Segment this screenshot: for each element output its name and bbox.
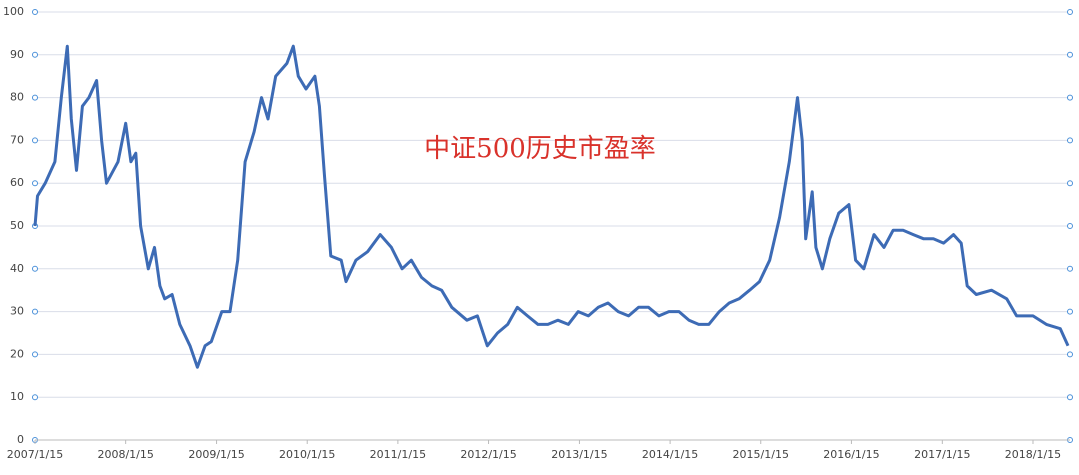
y-tick-label: 50 <box>10 219 24 232</box>
y-tick-label: 90 <box>10 48 24 61</box>
y-tick-label: 60 <box>10 176 24 189</box>
y-tick-handle <box>1067 394 1073 401</box>
annotation: 中证500历史市盈率 <box>424 134 656 164</box>
x-tick-label: 2015/1/15 <box>733 448 789 461</box>
y-tick-handle <box>1067 223 1073 229</box>
y-tick-label: 100 <box>3 5 24 18</box>
x-tick-label: 2009/1/15 <box>188 448 244 461</box>
y-tick-handle <box>1067 265 1073 272</box>
x-tick-label: 2008/1/15 <box>97 448 153 461</box>
y-tick-handle <box>32 137 38 144</box>
x-tick-label: 2010/1/15 <box>279 448 335 461</box>
y-tick-handle <box>32 394 38 401</box>
y-tick-handle <box>32 180 38 187</box>
y-tick-handle <box>1067 180 1073 187</box>
y-tick-label: 10 <box>10 390 24 403</box>
y-tick-label: 0 <box>17 433 24 446</box>
x-tick-label: 2007/1/15 <box>7 448 63 461</box>
x-tick-label: 2013/1/15 <box>551 448 607 461</box>
x-tick-label: 2014/1/15 <box>642 448 698 461</box>
y-tick-label: 70 <box>10 133 24 146</box>
y-tick-label: 20 <box>10 347 24 360</box>
x-tick-label: 2018/1/15 <box>1005 448 1061 461</box>
y-tick-label: 30 <box>10 305 24 318</box>
y-tick-handle <box>1067 94 1073 101</box>
y-tick-handle <box>1067 137 1073 144</box>
y-tick-handle <box>1067 9 1073 15</box>
x-tick-label: 2016/1/15 <box>823 448 879 461</box>
y-tick-handle <box>32 9 38 15</box>
y-tick-handle <box>1067 308 1073 315</box>
y-tick-handle <box>32 94 38 101</box>
y-tick-handle <box>32 51 38 58</box>
y-tick-handle <box>1067 51 1073 58</box>
x-tick-label: 2012/1/15 <box>460 448 516 461</box>
x-tick-label: 2011/1/15 <box>370 448 426 461</box>
line <box>33 44 1070 369</box>
y-tick-handle <box>32 308 38 315</box>
y-tick-label: 80 <box>10 91 24 104</box>
y-tick-handle <box>32 351 38 358</box>
y-tick-handle <box>1067 351 1073 358</box>
x-tick-label: 2017/1/15 <box>914 448 970 461</box>
y-tick-handle <box>32 265 38 272</box>
y-tick-label: 40 <box>10 262 24 275</box>
